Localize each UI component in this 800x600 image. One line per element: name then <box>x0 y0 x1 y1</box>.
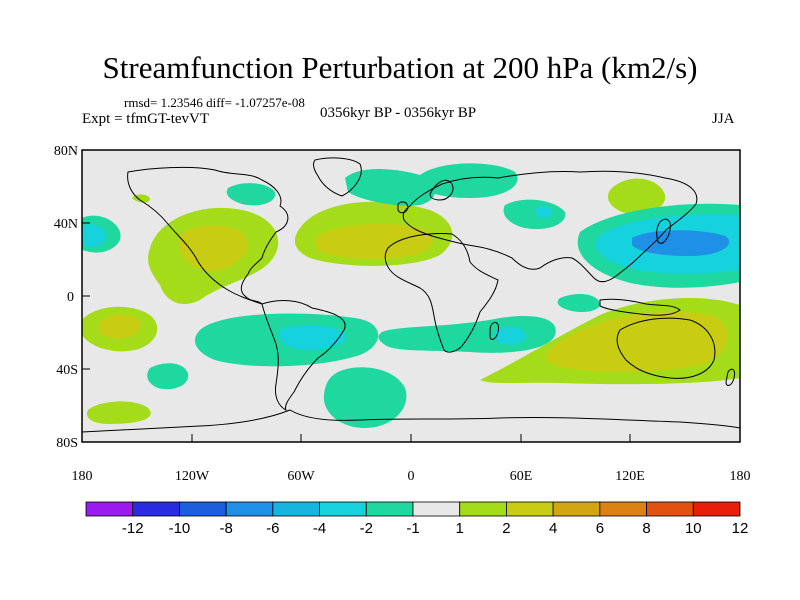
contour-neg-weak-s-atlantic <box>323 367 407 428</box>
contour-neg-weak-greenland <box>345 169 435 206</box>
coast-scandinavia <box>429 179 454 201</box>
colorbar-box-3 <box>225 501 274 517</box>
contour-fields <box>82 163 740 428</box>
axis-ticks <box>81 149 741 443</box>
period-label: 0356kyr BP - 0356kyr BP <box>320 105 477 121</box>
lon-label-60e: 60E <box>510 469 533 484</box>
colorbar-label-0: -12 <box>122 520 144 537</box>
coast-south-america <box>261 300 346 412</box>
lat-label-80s: 80S <box>56 436 78 451</box>
contour-neg-mid-africa <box>494 326 527 345</box>
colorbar-box-9 <box>506 501 554 517</box>
colorbar-label-5: -2 <box>360 520 373 537</box>
contour-neg-strong-nw-pacific <box>632 230 730 256</box>
coast-indonesia <box>599 298 681 316</box>
colorbar-label-11: 8 <box>642 520 650 537</box>
lon-label-120e: 120E <box>615 469 645 484</box>
colorbar-label-4: -4 <box>313 520 326 537</box>
experiment-label: Expt = tfmGT-tevVT <box>82 111 210 127</box>
coast-british-isles <box>397 201 409 214</box>
contour-pos-mid-atlantic <box>315 223 433 259</box>
colorbar-box-8 <box>459 501 507 517</box>
colorbar-label-7: 1 <box>456 520 464 537</box>
colorbar-box-10 <box>552 501 601 517</box>
rmsd-label: rmsd= 1.23546 diff= -1.07257e-08 <box>124 95 305 110</box>
colorbar-label-10: 6 <box>596 520 604 537</box>
coast-madagascar <box>489 321 499 340</box>
colorbar-label-13: 12 <box>732 520 749 537</box>
contour-neg-weak-pacific-mid <box>147 363 189 390</box>
contour-pos-weak-s-pacific <box>86 401 151 424</box>
colorbar-label-1: -10 <box>169 520 191 537</box>
contour-pos-mid-australia <box>546 311 728 372</box>
colorbar-label-9: 4 <box>549 520 557 537</box>
contour-pos-mid-sw-pacific <box>98 314 141 339</box>
colorbar-box-0 <box>85 501 134 517</box>
contour-neg-weak-scandinavia <box>419 163 518 198</box>
lat-label-40s: 40S <box>56 363 78 378</box>
colorbar-box-5 <box>319 501 367 517</box>
colorbar-box-13 <box>692 501 741 517</box>
lat-label-80n: 80N <box>54 144 78 159</box>
colorbar-label-8: 2 <box>502 520 510 537</box>
lon-label-180w: 180 <box>72 469 93 484</box>
colorbar-box-4 <box>272 501 320 517</box>
contour-neg-mid-europe <box>536 205 552 219</box>
colorbar-box-1 <box>132 501 180 517</box>
colorbar-box-7 <box>412 501 461 517</box>
coast-greenland <box>313 157 362 197</box>
colorbar-label-2: -8 <box>219 520 232 537</box>
lon-label-180e: 180 <box>730 469 751 484</box>
contour-pos-weak-siberia <box>607 178 666 215</box>
coast-eurasia <box>402 170 698 283</box>
coast-japan <box>656 218 671 244</box>
coast-north-america <box>127 166 289 305</box>
coastlines <box>82 157 740 433</box>
contour-neg-mid-ne-pacific <box>82 224 106 247</box>
colorbar: -12 -10 -8 -6 -4 -2 -1 1 2 4 6 8 10 12 <box>85 501 749 537</box>
page-title: Streamfunction Perturbation at 200 hPa (… <box>102 50 698 85</box>
coast-australia <box>616 317 716 379</box>
lon-label-0: 0 <box>408 469 415 484</box>
season-label: JJA <box>712 111 735 127</box>
coast-new-zealand <box>725 368 735 386</box>
colorbar-label-6: -1 <box>406 520 419 537</box>
lat-label-40n: 40N <box>54 217 78 232</box>
colorbar-box-11 <box>599 501 647 517</box>
contour-neg-weak-hudson <box>226 183 276 206</box>
coast-africa <box>384 233 499 353</box>
contour-neg-mid-samerica <box>279 325 346 350</box>
colorbar-label-12: 10 <box>685 520 702 537</box>
contour-neg-weak-europe <box>503 199 566 230</box>
contour-neg-weak-se-pacific <box>557 294 600 313</box>
lon-label-120w: 120W <box>175 469 210 484</box>
lat-label-0: 0 <box>67 290 74 305</box>
colorbar-box-2 <box>179 501 227 517</box>
colorbar-box-12 <box>646 501 694 517</box>
colorbar-box-6 <box>365 501 414 517</box>
coast-antarctica <box>82 409 740 433</box>
colorbar-label-3: -6 <box>266 520 279 537</box>
lon-label-60w: 60W <box>287 469 315 484</box>
